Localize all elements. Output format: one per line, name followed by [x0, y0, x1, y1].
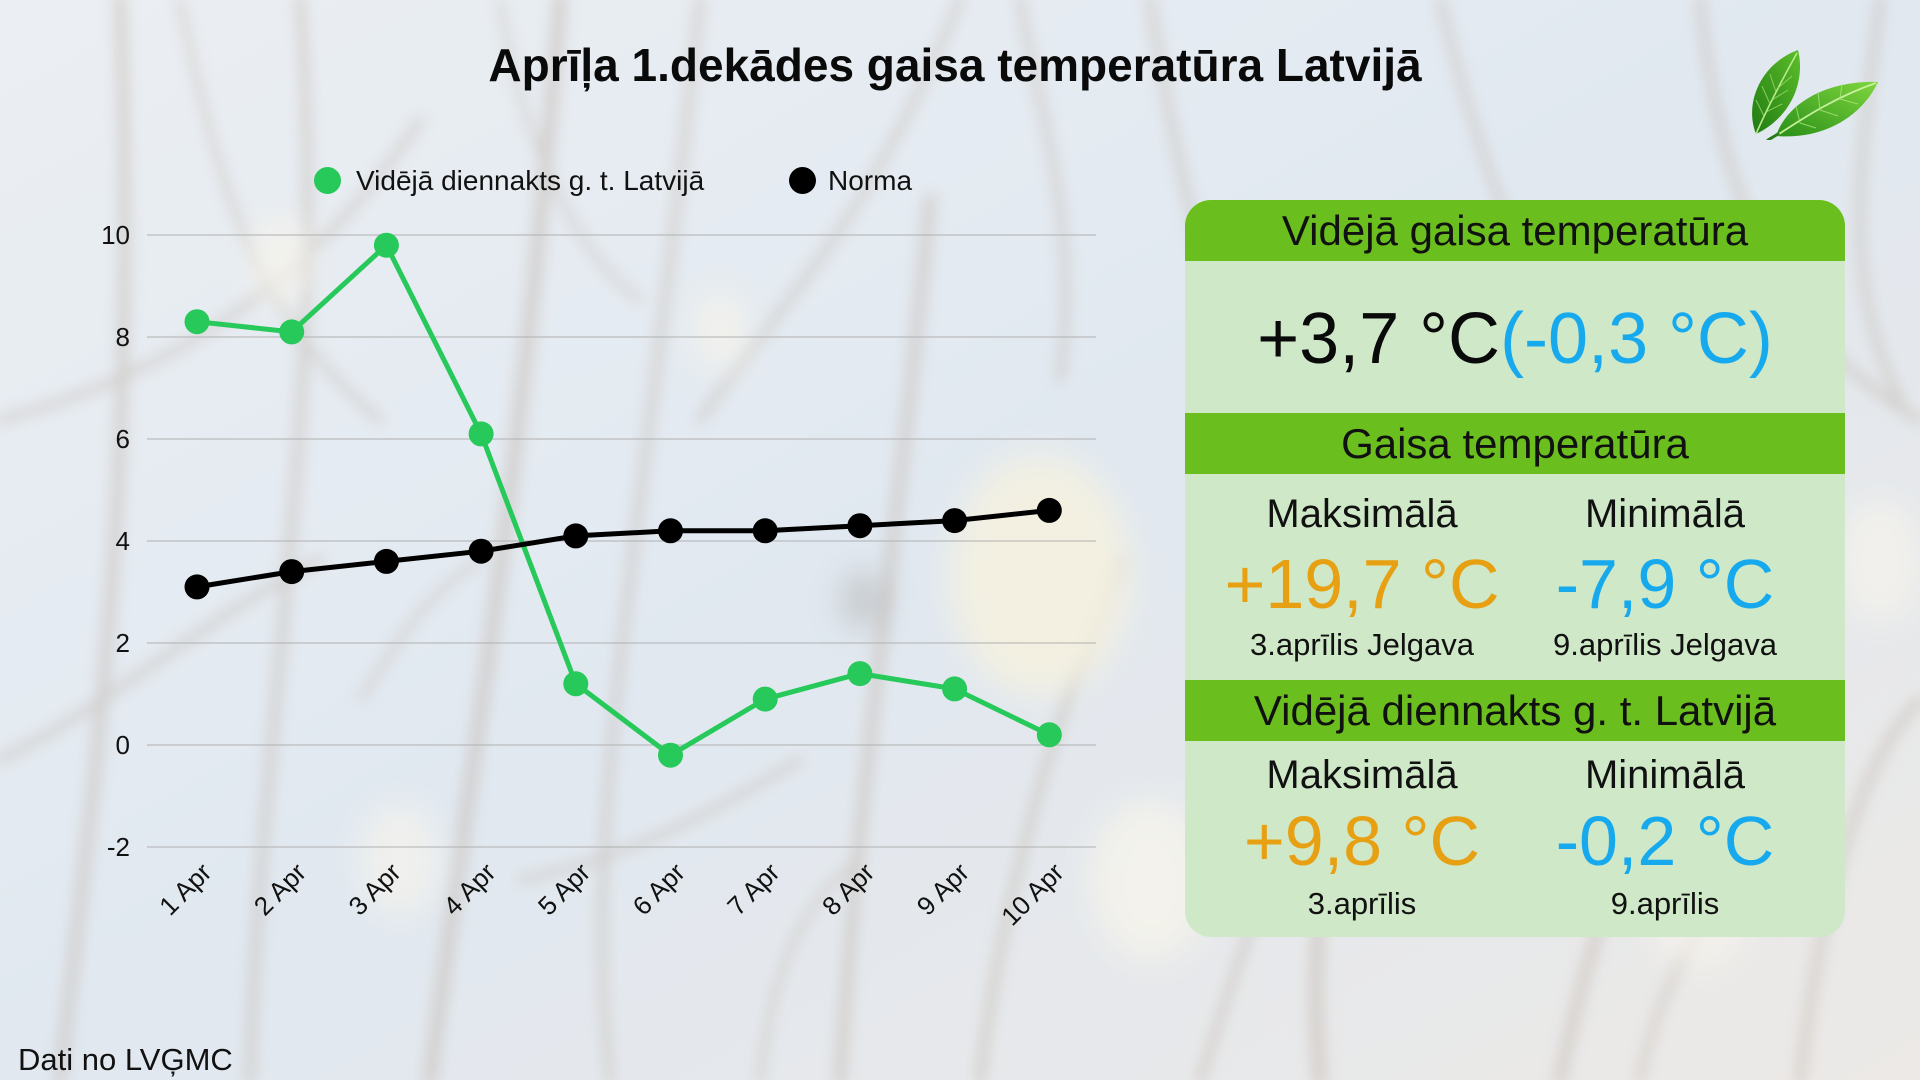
- air-max-label: Maksimālā: [1266, 492, 1458, 536]
- daily-mean-max-value: +9,8 °C: [1243, 802, 1481, 880]
- x-tick-label: 6 Apr: [627, 857, 691, 921]
- air-min-label: Minimālā: [1584, 492, 1746, 536]
- series-1-point: [468, 538, 494, 564]
- legend-label-daily-mean: Vidējā diennakts g. t. Latvijā: [356, 165, 705, 196]
- average-temperature-anomaly: (-0,3 °C): [1500, 299, 1773, 379]
- y-tick-label: -2: [107, 832, 130, 862]
- y-tick-label: 0: [116, 730, 130, 760]
- chart-legend: Vidējā diennakts g. t. Latvijā Norma: [0, 0, 1100, 220]
- air-temperature-header: Gaisa temperatūra: [1185, 413, 1845, 474]
- daily-mean-min-label: Minimālā: [1584, 753, 1746, 797]
- series-1-point: [847, 513, 873, 539]
- page-title: Aprīļa 1.dekādes gaisa temperatūra Latvi…: [488, 39, 1422, 91]
- daily-mean-max-label: Maksimālā: [1266, 753, 1458, 797]
- series-1-point: [563, 523, 589, 549]
- y-tick-label: 2: [116, 628, 130, 658]
- series-1-point: [279, 559, 305, 585]
- y-axis-labels: -2 0 2 4 6 8 10: [101, 220, 130, 862]
- series-1: [184, 497, 1062, 600]
- series-0-point: [184, 309, 210, 335]
- air-max-value: +19,7 °C: [1224, 545, 1500, 623]
- series-0-point: [563, 671, 589, 697]
- x-tick-label: 8 Apr: [816, 857, 880, 921]
- x-tick-label: 1 Apr: [153, 857, 217, 921]
- air-min-value: -7,9 °C: [1555, 545, 1775, 623]
- air-min-date-place: 9.aprīlis Jelgava: [1552, 627, 1777, 662]
- series-1-point: [942, 508, 968, 534]
- daily-mean-min-date: 9.aprīlis: [1610, 886, 1720, 921]
- daily-mean-min-value: -0,2 °C: [1555, 802, 1775, 880]
- x-axis-labels: 1 Apr 2 Apr 3 Apr 4 Apr 5 Apr 6 Apr 7 Apr 8 Apr…: [153, 857, 1070, 932]
- x-tick-label: 2 Apr: [248, 857, 312, 921]
- legend-label-norma: Norma: [828, 165, 913, 196]
- average-temperature-row: +3,7 °C(-0,3 °C): [1185, 298, 1845, 380]
- series-1-point: [658, 518, 683, 544]
- legend-marker-daily-mean: [314, 167, 341, 194]
- series-0-point: [847, 661, 873, 687]
- line-chart: -2 0 2 4 6 8 10 1 Apr 2 Apr 3 Apr 4 Apr 5 Apr 6 Apr 7…: [101, 220, 1096, 932]
- series-0-point: [279, 319, 305, 345]
- gridlines: [147, 234, 1096, 848]
- x-tick-label: 10 Apr: [995, 857, 1070, 932]
- series-0-point: [468, 421, 494, 447]
- daily-mean-max-date: 3.aprīlis: [1307, 886, 1417, 921]
- x-tick-label: 7 Apr: [721, 857, 785, 921]
- legend-marker-norma: [789, 167, 816, 194]
- series-1-point: [184, 574, 210, 600]
- y-tick-label: 4: [116, 526, 130, 556]
- y-tick-label: 8: [116, 322, 130, 352]
- y-tick-label: 10: [101, 220, 130, 250]
- series-0-point: [658, 742, 683, 768]
- x-tick-label: 4 Apr: [437, 857, 501, 921]
- daily-mean-header: Vidējā diennakts g. t. Latvijā: [1185, 680, 1845, 741]
- series-1-line: [194, 507, 1052, 590]
- leaves-icon: [1742, 46, 1880, 142]
- y-tick-label: 6: [116, 424, 130, 454]
- series-1-point: [1036, 497, 1062, 523]
- series-1-point: [373, 548, 399, 574]
- average-temperature-value: +3,7 °C: [1257, 299, 1501, 379]
- series-0-point: [373, 232, 399, 258]
- series-0-point: [1036, 722, 1062, 748]
- series-0-line: [194, 242, 1052, 758]
- summary-card: Vidējā gaisa temperatūra +3,7 °C(-0,3 °C…: [1185, 200, 1845, 937]
- series-0-point: [942, 676, 968, 702]
- series-0: [184, 232, 1062, 768]
- data-source-note: Dati no LVĢMC: [18, 1042, 233, 1077]
- x-tick-label: 5 Apr: [532, 857, 596, 921]
- series-1-point: [752, 518, 778, 544]
- average-temperature-header: Vidējā gaisa temperatūra: [1185, 200, 1845, 261]
- air-max-date-place: 3.aprīlis Jelgava: [1249, 627, 1474, 662]
- series-0-point: [752, 686, 778, 712]
- x-tick-label: 9 Apr: [911, 857, 975, 921]
- x-tick-label: 3 Apr: [342, 857, 406, 921]
